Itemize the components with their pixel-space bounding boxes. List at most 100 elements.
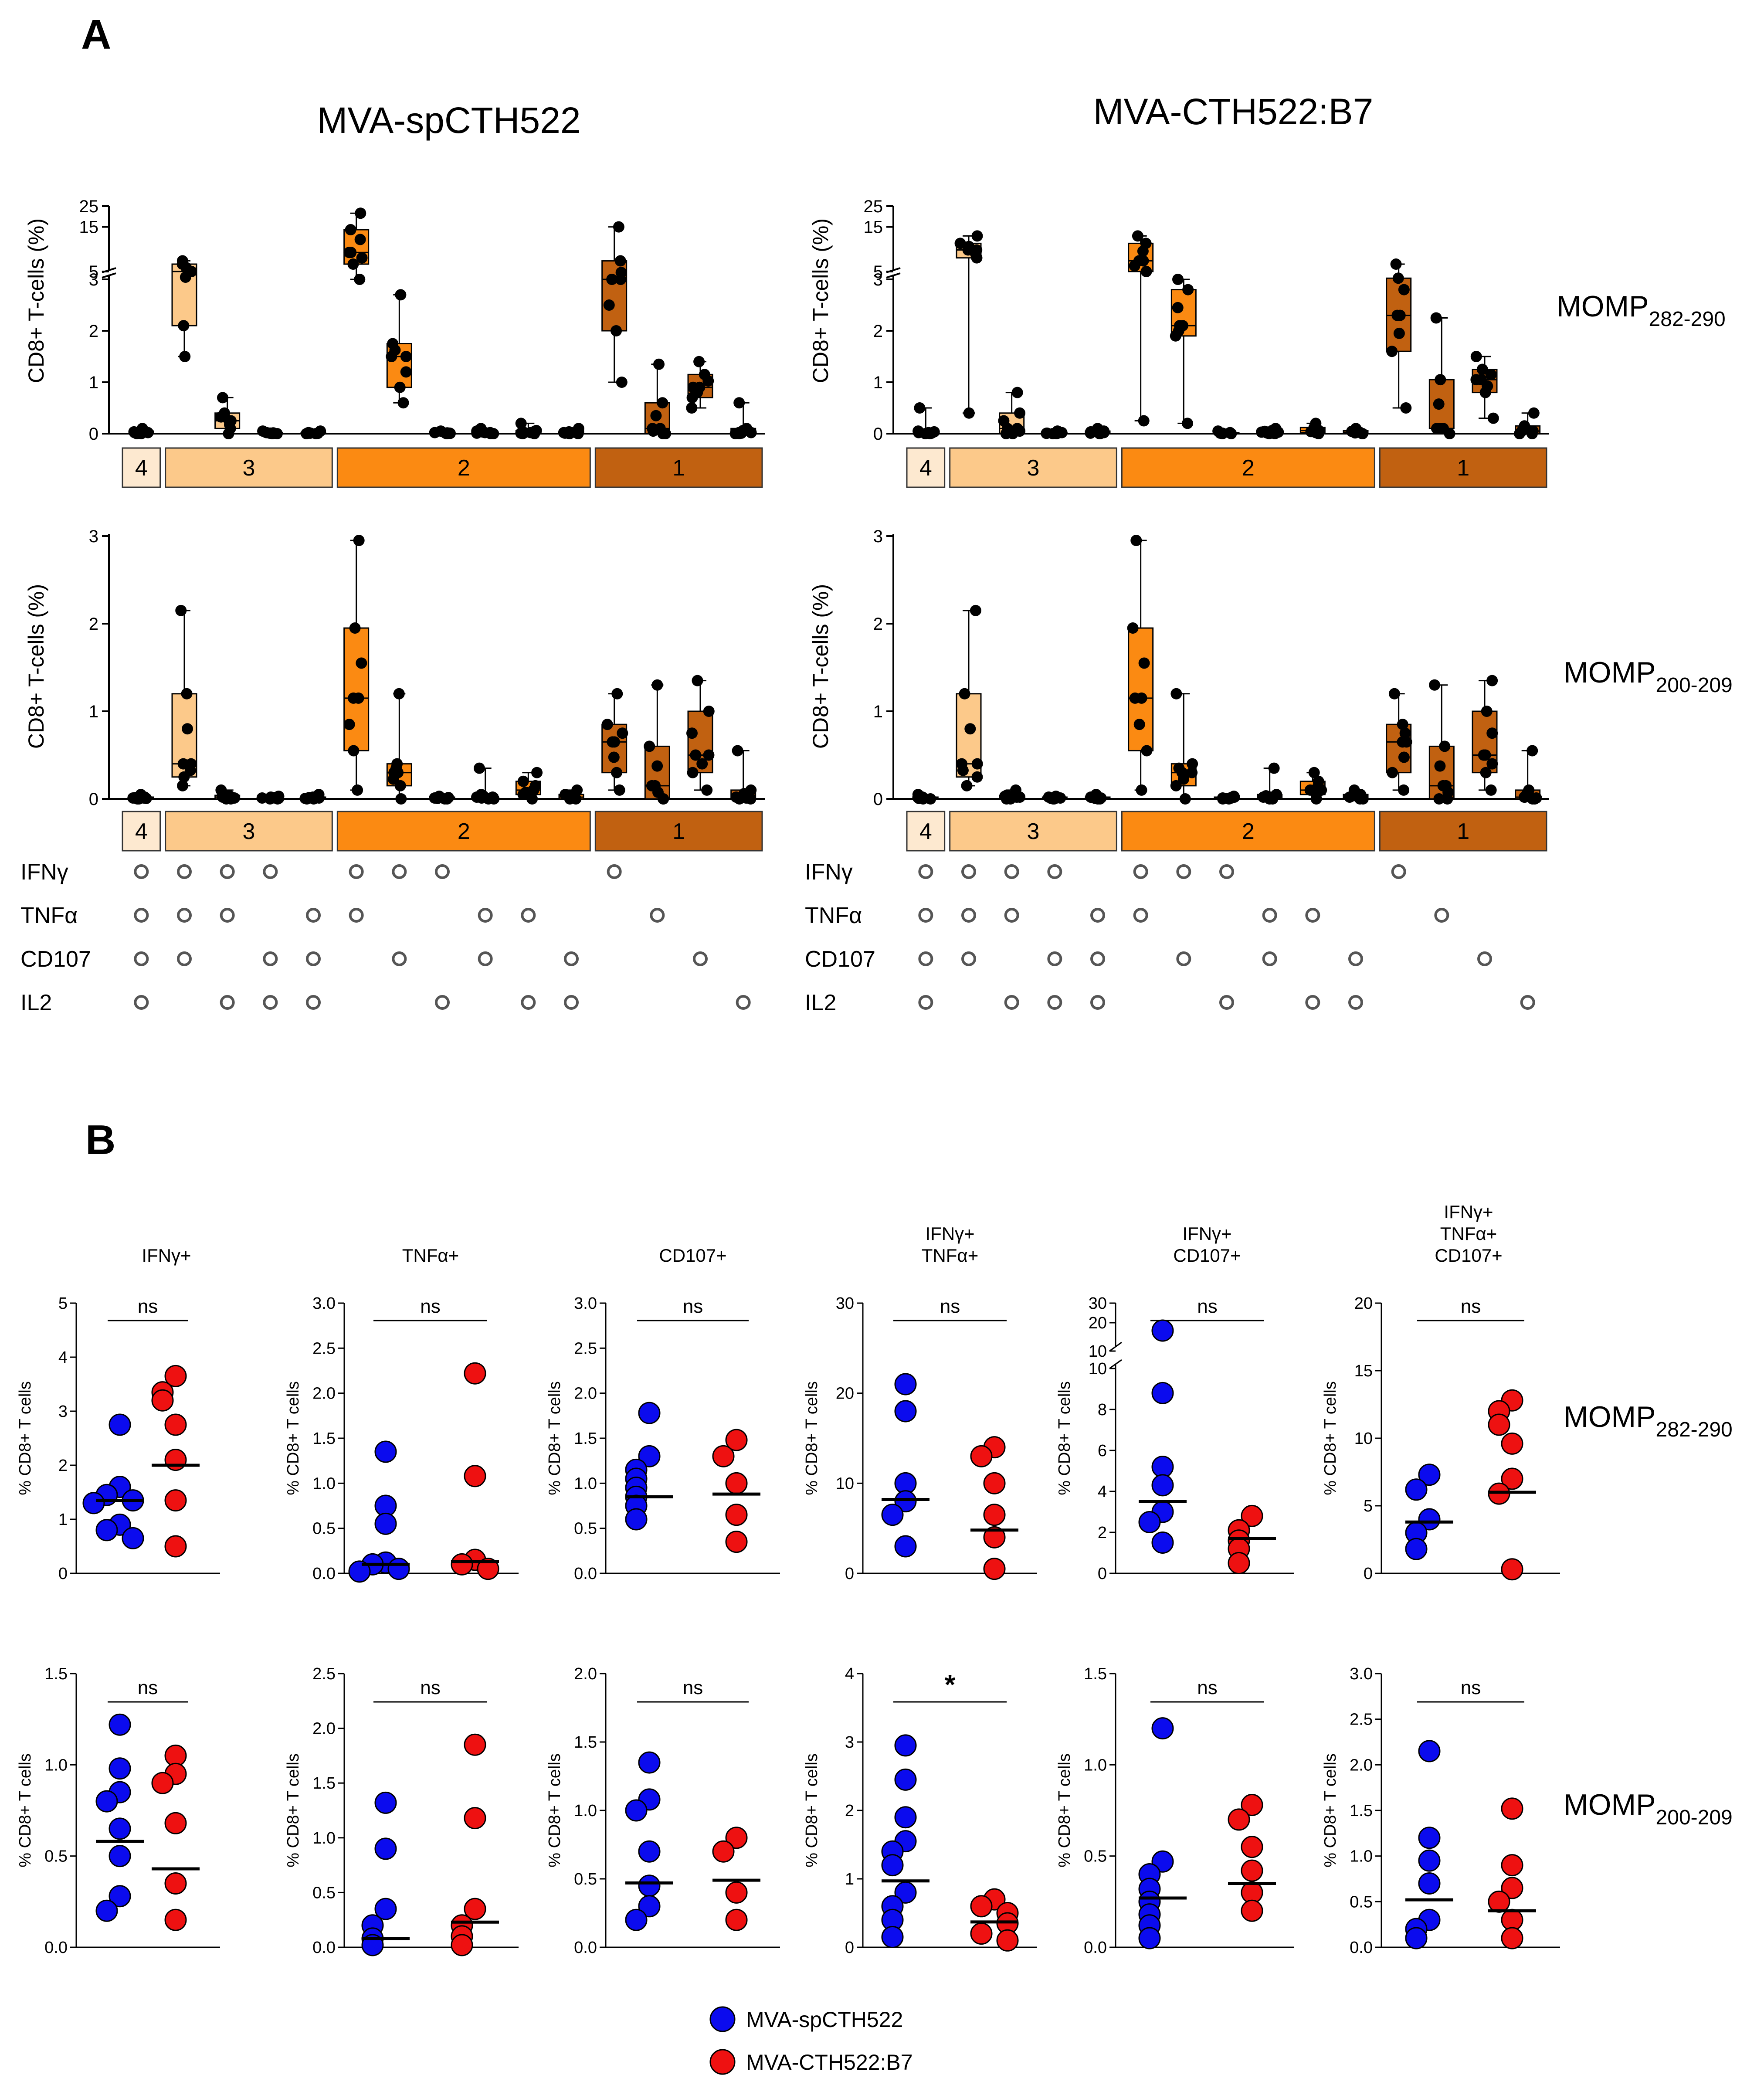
marker-dot	[650, 908, 665, 923]
y-tick-label: 0.0	[574, 1939, 597, 1957]
marker-dot	[263, 951, 278, 966]
data-point	[1187, 758, 1198, 770]
data-point	[1397, 719, 1408, 730]
box-3	[214, 392, 241, 439]
y-tick-label: 0.5	[44, 1847, 68, 1866]
point-mva-cth522b7	[1501, 1797, 1523, 1820]
y-tick-label: 3.0	[574, 1294, 597, 1313]
point-mva-cth522b7	[164, 1365, 187, 1387]
point-mva-cth522b7	[451, 1934, 473, 1956]
point-mva-spcth522	[625, 1799, 648, 1822]
point-mva-spcth522	[1418, 1827, 1441, 1849]
data-point	[1356, 791, 1368, 803]
point-mva-spcth522	[638, 1895, 661, 1918]
y-tick-label: 2.5	[312, 1665, 336, 1683]
data-point	[1393, 327, 1405, 339]
data-point	[400, 351, 412, 362]
data-point	[961, 780, 973, 791]
point-mva-cth522b7	[1228, 1808, 1250, 1831]
group-label: 4	[135, 455, 148, 481]
data-point	[696, 758, 708, 770]
data-point	[395, 793, 407, 805]
marker-dot	[1391, 864, 1406, 879]
y-axis-label: CD8+ T-cells (%)	[24, 584, 48, 749]
data-point	[566, 427, 577, 438]
y-tick-label: 0	[89, 790, 98, 809]
data-point	[1172, 274, 1184, 285]
data-point	[745, 427, 757, 438]
data-point	[1347, 790, 1359, 801]
box-1	[913, 402, 940, 439]
group-bar-4	[906, 447, 946, 488]
box-9	[471, 762, 500, 805]
data-point	[1398, 284, 1410, 295]
y-tick-label: 0.5	[312, 1884, 336, 1902]
point-mva-cth522b7	[712, 1840, 735, 1863]
point-mva-cth522b7	[1241, 1793, 1263, 1816]
data-point	[1485, 784, 1497, 796]
significance-label: ns	[683, 1677, 703, 1698]
data-point	[963, 407, 975, 419]
box-11	[558, 784, 584, 805]
group-bar-4	[906, 811, 946, 852]
data-point	[687, 381, 699, 393]
dotplot-momp200-6: 0.0 0.5 1.0 1.5 2.0 2.5 3.0 % CD8+ T cells ns	[1321, 1665, 1560, 1957]
data-point	[686, 402, 698, 414]
marker-dot	[961, 951, 976, 966]
point-mva-cth522b7	[983, 1504, 1006, 1526]
group-label: 3	[243, 455, 255, 481]
data-point	[525, 427, 536, 438]
box-10	[1299, 418, 1326, 439]
y-axis-label: CD8+ T-cells (%)	[808, 218, 833, 383]
marker-dot	[1520, 995, 1535, 1010]
point-mva-cth522b7	[725, 1881, 748, 1904]
data-point	[1140, 266, 1152, 277]
y-axis-label: % CD8+ T cells	[1321, 1381, 1340, 1495]
box-14	[686, 675, 715, 796]
marker-dot	[1047, 995, 1062, 1010]
data-point	[913, 427, 925, 438]
marker-dot	[435, 864, 450, 879]
data-point	[1487, 412, 1499, 424]
data-point	[182, 723, 193, 735]
data-point	[603, 299, 615, 311]
subplot-title: IFNγ+	[925, 1223, 974, 1244]
data-point	[733, 397, 745, 409]
data-point	[956, 758, 967, 770]
group-bar-2	[336, 447, 591, 488]
y-tick-label: 1.0	[1350, 1847, 1373, 1866]
y-tick-label: 5	[873, 262, 883, 282]
point-mva-spcth522	[374, 1837, 397, 1860]
box-4	[257, 425, 283, 439]
row-label-momp200: MOMP200-209	[1564, 656, 1733, 697]
subplot-title: TNFα+	[922, 1245, 978, 1266]
group-label: 4	[919, 455, 932, 481]
data-point	[1182, 284, 1194, 295]
y-tick-label: 1.0	[44, 1756, 68, 1774]
point-mva-cth522b7	[996, 1929, 1019, 1952]
data-point	[613, 221, 624, 233]
significance-label: ns	[138, 1677, 158, 1698]
data-point	[477, 790, 489, 801]
y-tick-label: 30	[836, 1294, 854, 1313]
significance-label: *	[945, 1669, 956, 1700]
data-point	[1137, 245, 1149, 257]
marker-dot	[177, 908, 192, 923]
y-axis-label: % CD8+ T cells	[16, 1381, 34, 1495]
data-point	[1527, 745, 1538, 757]
box-3	[214, 784, 241, 805]
data-point	[614, 784, 625, 796]
y-tick-label: 4	[1098, 1483, 1107, 1501]
y-tick-label: 2	[873, 322, 883, 341]
y-tick-label: 0.0	[574, 1565, 597, 1583]
y-tick-label: 2	[89, 615, 98, 634]
point-mva-spcth522	[109, 1757, 131, 1780]
data-point	[616, 377, 628, 388]
marker-dot	[478, 908, 493, 923]
marker-dot	[961, 908, 976, 923]
data-point	[970, 604, 981, 616]
data-point	[701, 784, 713, 796]
